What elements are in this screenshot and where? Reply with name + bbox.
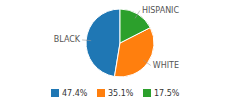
- chart: BLACK WHITE HISPANIC 47.4% 35.1% 17.5%: [0, 0, 240, 100]
- pie-slice: [86, 9, 120, 77]
- leader-line: [82, 39, 91, 41]
- legend-label: 47.4%: [62, 89, 88, 98]
- legend-label: 17.5%: [154, 89, 180, 98]
- slice-label: BLACK: [54, 35, 81, 44]
- annotations: BLACK WHITE HISPANIC: [54, 6, 180, 70]
- legend-item: 17.5%: [143, 89, 180, 98]
- leader-line: [135, 11, 140, 19]
- legend-item: 35.1%: [97, 89, 134, 98]
- legend-label: 35.1%: [108, 89, 134, 98]
- pie: [86, 9, 154, 77]
- slice-label: HISPANIC: [142, 6, 180, 15]
- leader-line: [143, 60, 150, 65]
- legend-item: 47.4%: [51, 89, 88, 98]
- legend-swatch: [143, 89, 151, 97]
- slice-label: WHITE: [153, 61, 179, 70]
- legend-swatch: [97, 89, 105, 97]
- legend-swatch: [51, 89, 59, 97]
- legend: 47.4% 35.1% 17.5%: [51, 89, 180, 98]
